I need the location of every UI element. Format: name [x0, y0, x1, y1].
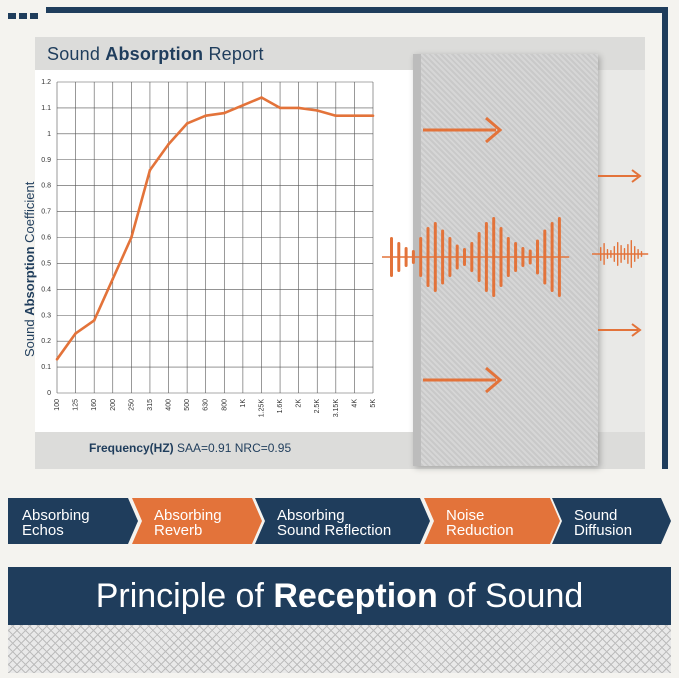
corner-decoration — [8, 6, 44, 19]
data-point — [278, 106, 282, 110]
feature-sound-diffusion: Sound Diffusion — [552, 498, 671, 544]
y-tick-label: 0.4 — [41, 286, 51, 293]
x-tick-label: 3.15K — [333, 399, 340, 418]
feature-absorbing-reverb: Absorbing Reverb — [132, 498, 262, 544]
x-tick-label: 800 — [221, 399, 228, 411]
acoustic-panel-edge — [413, 54, 421, 466]
x-tick-label: 250 — [128, 399, 135, 411]
frame-top-bar — [46, 7, 668, 13]
feature-absorbing-echos: Absorbing Echos — [8, 498, 138, 544]
y-tick-label: 0.5 — [41, 260, 51, 267]
feature-label: Absorbing Reverb — [154, 507, 222, 539]
y-tick-label: 0.1 — [41, 364, 51, 371]
data-point — [55, 358, 59, 361]
data-point — [353, 114, 356, 117]
x-tick-label: 125 — [73, 399, 80, 411]
x-tick-label: 2K — [296, 399, 303, 408]
data-point — [371, 114, 375, 117]
y-tick-label: 0.8 — [41, 183, 51, 190]
x-tick-label: 100 — [54, 399, 61, 411]
x-tick-label: 4K — [351, 399, 358, 408]
nrc-value: NRC=0.95 — [234, 441, 292, 455]
data-point — [185, 122, 189, 125]
x-axis-label: Frequency(HZ) — [89, 441, 174, 455]
chart-panel: 0 0.1 0.2 0.3 0.4 0.5 0.6 0.7 0.8 0.9 1 1.1 1.2 100 12… — [35, 70, 420, 432]
x-tick-label: 200 — [110, 399, 117, 411]
data-point — [222, 111, 226, 115]
y-tick-label: 0 — [47, 390, 51, 397]
x-tick-label: 1.25K — [258, 399, 265, 418]
y-tick-label: 0.7 — [41, 209, 51, 216]
y-tick-label: 1.2 — [41, 79, 51, 86]
acoustic-panel — [413, 54, 598, 466]
saa-value: SAA=0.91 — [177, 441, 232, 455]
report-title: Sound Absorption Report — [47, 44, 264, 64]
y-tick-label: 1.1 — [41, 105, 51, 112]
data-point — [92, 319, 96, 322]
y-tick-label: 1 — [47, 131, 51, 138]
absorption-chart: 0 0.1 0.2 0.3 0.4 0.5 0.6 0.7 0.8 0.9 1 1.1 1.2 100 12… — [41, 79, 377, 418]
feature-label: Absorbing Echos — [22, 507, 90, 539]
data-point — [297, 106, 300, 110]
x-tick-label: 160 — [91, 399, 98, 411]
hatch-pattern — [8, 625, 671, 673]
x-tick-label: 5K — [370, 399, 377, 408]
y-tick-label: 0.6 — [41, 235, 51, 242]
x-tick-label: 400 — [166, 399, 173, 411]
banner-title: Principle of Reception of Sound — [95, 577, 584, 615]
data-point — [74, 332, 77, 335]
banner: Principle of Reception of Sound — [8, 567, 671, 625]
data-point — [130, 236, 133, 239]
data-point — [334, 114, 338, 117]
x-tick-label: 630 — [203, 399, 210, 411]
y-tick-label: 0.9 — [41, 157, 51, 164]
y-tick-label: 0.2 — [41, 338, 51, 345]
feature-label: Sound Diffusion — [574, 507, 633, 539]
feature-noise-reduction: Noise Reduction — [424, 498, 560, 544]
feature-absorbing-sound-reflection: Absorbing Sound Reflection — [255, 498, 430, 544]
data-point — [167, 142, 170, 146]
x-tick-label: 1K — [240, 399, 247, 408]
data-point — [111, 277, 115, 281]
data-point — [241, 104, 245, 107]
x-tick-label: 500 — [184, 399, 191, 411]
x-tick-label: 315 — [147, 399, 154, 411]
frame-right-bar — [662, 7, 668, 469]
series-line — [55, 96, 373, 361]
y-axis-label: Sound Absorption Coefficient — [22, 181, 37, 357]
feature-label: Absorbing Sound Reflection — [277, 507, 392, 539]
data-point — [148, 168, 152, 172]
data-point — [315, 109, 319, 112]
feature-label: Noise Reduction — [446, 507, 514, 539]
x-tick-label: 1.6K — [277, 399, 284, 414]
data-point — [204, 114, 208, 117]
frequency-line: Frequency(HZ) SAA=0.91 NRC=0.95 — [89, 441, 291, 455]
x-tick-label: 2.5K — [314, 399, 321, 414]
data-point — [260, 96, 263, 99]
y-tick-label: 0.3 — [41, 312, 51, 319]
